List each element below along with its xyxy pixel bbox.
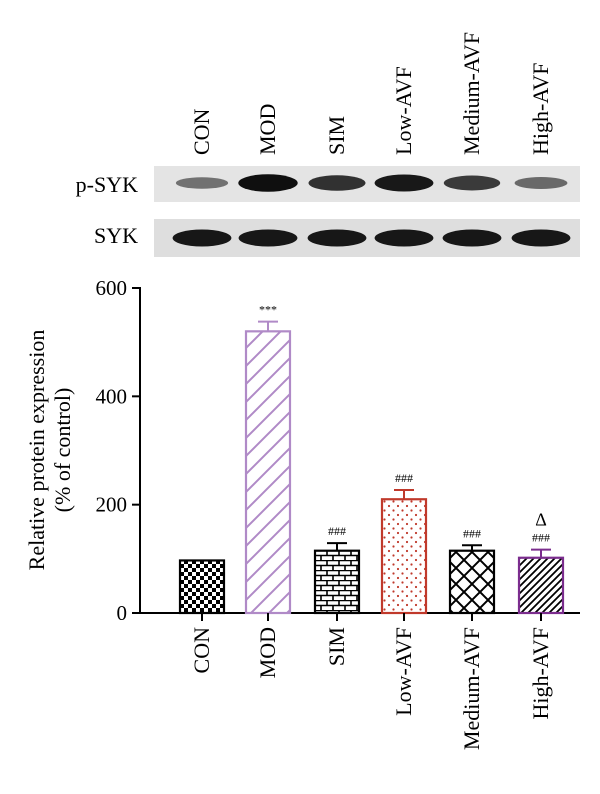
bar [178,559,226,615]
blot-lane-labels: CON MOD SIM Low-AVF Medium-AVF High-AVF [189,32,553,155]
blot-band [175,177,229,189]
blot-lane-label: Low-AVF [391,66,416,155]
bar-chart: Relative protein expression (% of contro… [24,276,580,750]
bars: ***######### ###Δ [178,303,565,615]
blot-band [307,229,367,247]
x-axis-tick-labels: CON MOD SIM Low-AVF Medium-AVF High-AVF [189,613,553,750]
y-axis-label-unit: (% of control) [50,388,75,513]
blot-band [238,229,298,247]
blot-lane-label: Medium-AVF [459,32,484,155]
x-tick-label: SIM [324,627,349,666]
significance-label: ### [328,524,346,538]
significance-label: ### [532,531,550,545]
blot-row-label-syk: SYK [94,223,138,248]
y-tick-label: 200 [96,493,128,517]
y-tick-label: 600 [96,276,128,300]
bar [448,549,496,615]
y-tick-label: 400 [96,384,128,408]
y-axis-label: Relative protein expression [24,330,49,571]
bar [244,330,292,615]
blot-lane-label: CON [189,108,214,155]
western-blot-panel: CON MOD SIM Low-AVF Medium-AVF High-AVF p-SYK… [76,32,580,257]
x-tick-label: High-AVF [528,627,553,720]
y-axis-ticks: 0 200 400 600 [96,276,140,625]
blot-band [374,174,434,192]
blot-bands [172,174,571,247]
bar [313,549,361,615]
x-tick-label: Medium-AVF [459,627,484,750]
blot-band [308,175,366,191]
significance-label: ### [395,471,413,485]
blot-row-label-psyk: p-SYK [76,172,138,197]
y-axis-title: Relative protein expression (% of contro… [24,330,75,571]
significance-label: ### [463,526,481,540]
blot-lane-label: MOD [255,104,280,155]
blot-band [172,229,232,247]
blot-lane-label: High-AVF [528,62,553,155]
bar [517,556,565,615]
bar [380,498,428,615]
x-tick-label: MOD [255,627,280,678]
x-tick-label: CON [189,627,214,674]
significance-label-secondary: Δ [535,510,547,530]
blot-band [374,229,434,247]
blot-band [443,175,501,191]
y-tick-label: 0 [117,601,128,625]
blot-band [514,177,568,189]
blot-band [442,229,502,247]
significance-label: *** [259,303,277,317]
blot-lane-label: SIM [324,116,349,155]
blot-band [238,174,298,192]
blot-band [511,229,571,247]
x-tick-label: Low-AVF [391,627,416,716]
